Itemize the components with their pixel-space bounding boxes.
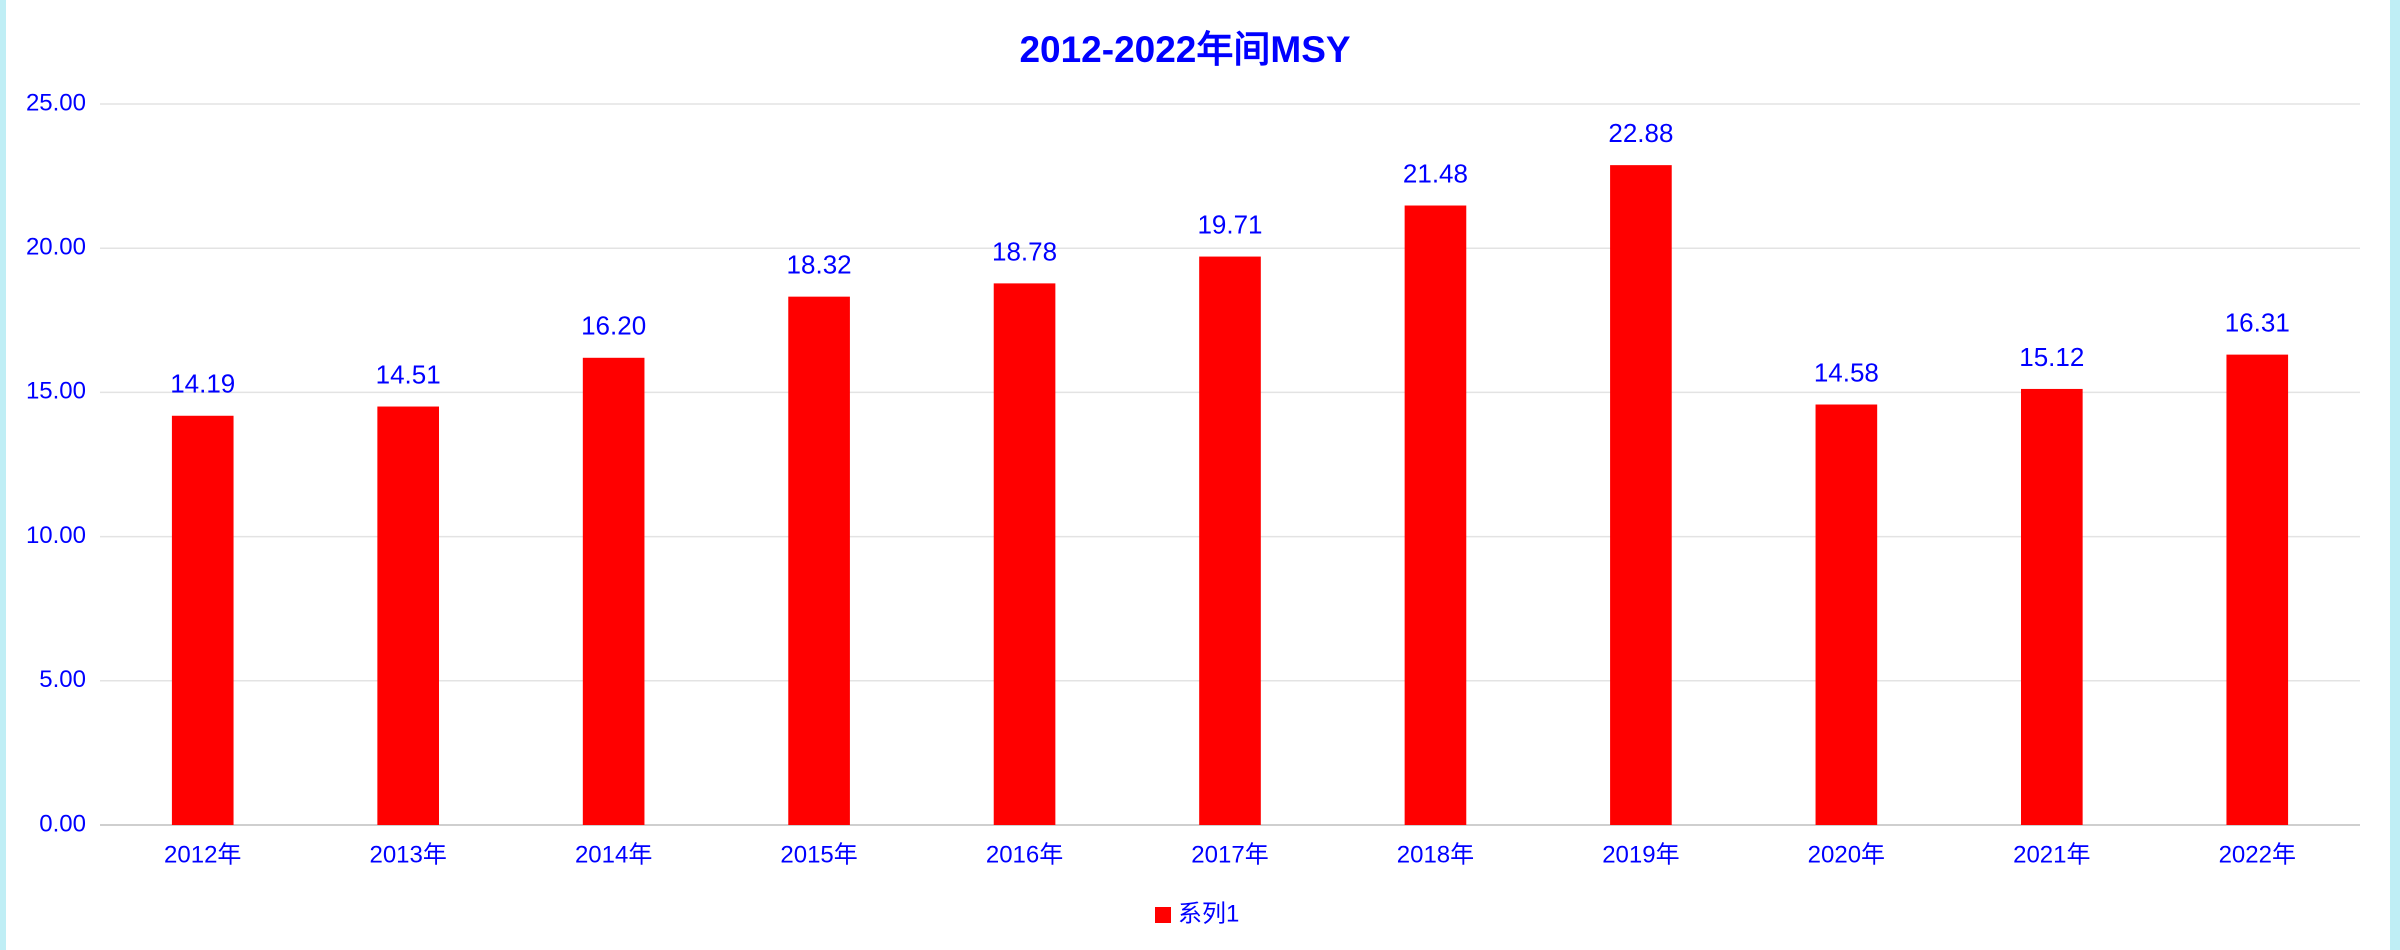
x-tick-label: 2015年: [780, 841, 857, 868]
x-tick-label: 2019年: [1602, 841, 1679, 868]
bar: [1610, 165, 1672, 825]
bar: [171, 415, 234, 825]
x-tick-label: 2017年: [1191, 841, 1268, 868]
legend-label: 系列1: [1178, 900, 1239, 927]
x-tick-label: 2021年: [2013, 841, 2090, 868]
x-tick-label: 2020年: [1808, 841, 1885, 868]
data-label: 21.48: [1403, 158, 1468, 188]
x-tick-label: 2012年: [164, 841, 241, 868]
data-label: 18.78: [992, 236, 1057, 266]
data-label: 19.71: [1197, 209, 1262, 239]
bar: [1815, 404, 1878, 825]
bar: [377, 406, 439, 825]
y-tick-label: 20.00: [26, 234, 86, 261]
data-label: 22.88: [1608, 118, 1673, 148]
y-tick-label: 25.00: [26, 89, 86, 116]
bar: [582, 357, 645, 825]
data-label: 14.19: [170, 369, 235, 399]
bar: [788, 296, 850, 825]
x-tick-label: 2022年: [2219, 841, 2296, 868]
data-label: 15.12: [2019, 342, 2084, 372]
y-tick-label: 0.00: [39, 810, 86, 837]
chart-title: 2012-2022年间MSY: [1019, 29, 1350, 70]
legend-swatch: [1155, 907, 1171, 923]
bar: [993, 283, 1056, 826]
x-tick-label: 2013年: [369, 841, 446, 868]
data-label: 14.51: [376, 359, 441, 389]
data-label: 16.20: [581, 311, 646, 341]
y-tick-label: 10.00: [26, 522, 86, 549]
bar: [2226, 354, 2289, 825]
data-label: 18.32: [787, 250, 852, 280]
x-tick-label: 2014年: [575, 841, 652, 868]
y-tick-label: 15.00: [26, 378, 86, 405]
bar: [1199, 256, 1261, 825]
bar: [1404, 205, 1467, 826]
data-label: 14.58: [1814, 357, 1879, 387]
data-label: 16.31: [2225, 307, 2290, 337]
x-tick-label: 2016年: [986, 841, 1063, 868]
bar: [2021, 388, 2083, 825]
x-tick-label: 2018年: [1397, 841, 1474, 868]
y-tick-label: 5.00: [39, 666, 86, 693]
